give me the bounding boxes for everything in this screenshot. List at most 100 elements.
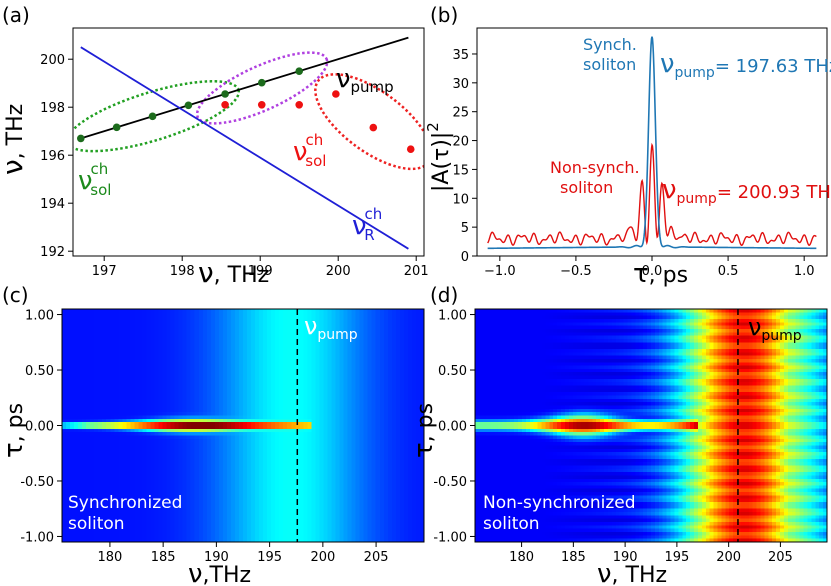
heatmap-cell <box>299 422 304 427</box>
heatmap-cell <box>122 355 127 360</box>
heatmap-cell <box>94 395 99 400</box>
heatmap-cell <box>243 402 248 407</box>
heatmap-cell <box>267 309 272 313</box>
heatmap-cell <box>287 309 292 313</box>
heatmap-cell <box>311 362 316 367</box>
heatmap-cell <box>327 398 333 403</box>
heatmap-cell <box>94 442 99 447</box>
heatmap-cell <box>110 355 115 360</box>
heatmap-cell <box>271 432 276 437</box>
heatmap-cell <box>158 442 164 447</box>
heatmap-cell <box>367 388 373 393</box>
heatmap-cell <box>142 382 148 387</box>
heatmap-cell <box>214 312 220 317</box>
heatmap-cell <box>415 318 421 323</box>
heatmap-cell <box>347 368 353 373</box>
heatmap-cell <box>190 345 196 350</box>
heatmap-cell <box>74 398 79 403</box>
green-point <box>184 101 193 110</box>
heatmap-cell <box>283 352 288 357</box>
heatmap-cell <box>154 309 160 313</box>
heatmap-cell <box>158 325 164 330</box>
heatmap-cell <box>170 405 176 410</box>
heatmap-cell <box>218 402 224 407</box>
heatmap-cell <box>170 432 176 437</box>
heatmap-cell <box>226 445 232 450</box>
heatmap-cell <box>303 405 308 410</box>
heatmap-cell <box>391 332 397 337</box>
heatmap-cell <box>182 318 188 323</box>
heatmap-cell <box>339 352 345 357</box>
heatmap-cell <box>307 445 312 450</box>
heatmap-cell <box>415 428 421 433</box>
heatmap-cell <box>375 408 381 413</box>
heatmap-cell <box>387 362 393 367</box>
heatmap-cell <box>166 402 172 407</box>
heatmap-cell <box>315 335 321 340</box>
heatmap-cell <box>194 312 200 317</box>
heatmap-cell <box>186 412 192 417</box>
heatmap-cell <box>343 325 349 330</box>
heatmap-cell <box>174 375 180 380</box>
heatmap-cell <box>395 448 401 453</box>
green-point <box>112 123 121 132</box>
heatmap-cell <box>66 322 71 327</box>
heatmap-cell <box>102 335 107 340</box>
heatmap-cell <box>259 372 264 377</box>
heatmap-cell <box>158 425 164 430</box>
heatmap-cell <box>379 345 385 350</box>
heatmap-cell <box>415 378 421 383</box>
heatmap-cell <box>122 345 127 350</box>
heatmap-cell <box>243 362 248 367</box>
heatmap-cell <box>347 405 353 410</box>
heatmap-cell <box>190 395 196 400</box>
heatmap-cell <box>238 318 244 323</box>
heatmap-cell <box>287 422 292 427</box>
heatmap-cell <box>363 365 369 370</box>
heatmap-cell <box>259 445 264 450</box>
heatmap-cell <box>138 335 144 340</box>
heatmap-cell <box>387 309 393 313</box>
heatmap-cell <box>291 395 296 400</box>
heatmap-cell <box>94 392 99 397</box>
heatmap-cell <box>271 438 276 443</box>
heatmap-cell <box>62 435 67 440</box>
nonsynch-annotation-2: soliton <box>560 178 613 197</box>
heatmap-cell <box>186 315 192 320</box>
heatmap-cell <box>367 325 373 330</box>
heatmap-cell <box>82 395 87 400</box>
heatmap-cell <box>395 368 401 373</box>
heatmap-cell <box>371 372 377 377</box>
heatmap-cell <box>403 428 409 433</box>
heatmap-cell <box>166 445 172 450</box>
heatmap-cell <box>315 312 321 317</box>
heatmap-cell <box>118 408 123 413</box>
heatmap-cell <box>210 322 216 327</box>
heatmap-cell <box>323 328 329 333</box>
heatmap-cell <box>170 398 176 403</box>
heatmap-cell <box>267 405 272 410</box>
heatmap-cell <box>62 425 67 430</box>
heatmap-cell <box>158 382 164 387</box>
heatmap-cell <box>142 392 148 397</box>
heatmap-cell <box>403 438 409 443</box>
heatmap-cell <box>138 382 144 387</box>
heatmap-cell <box>234 348 240 353</box>
heatmap-cell <box>347 309 353 313</box>
heatmap-cell <box>315 318 321 323</box>
heatmap-cell <box>158 422 164 427</box>
heatmap-cell <box>247 355 252 360</box>
heatmap-cell <box>190 415 196 420</box>
panel-a-xlabel: ν, THz <box>198 256 269 289</box>
heatmap-cell <box>78 385 83 390</box>
heatmap-cell <box>263 322 268 327</box>
heatmap-cell <box>190 368 196 373</box>
heatmap-cell <box>299 448 304 453</box>
heatmap-cell <box>419 415 425 420</box>
heatmap-cell <box>146 405 152 410</box>
heatmap-cell <box>263 432 268 437</box>
heatmap-cell <box>335 355 341 360</box>
heatmap-cell <box>347 432 353 437</box>
heatmap-cell <box>371 408 377 413</box>
heatmap-cell <box>118 432 123 437</box>
